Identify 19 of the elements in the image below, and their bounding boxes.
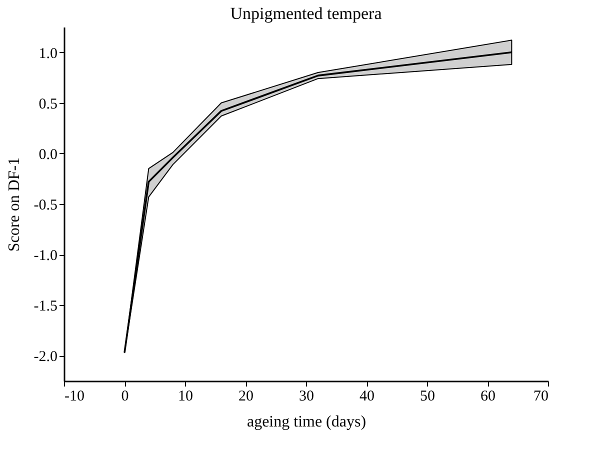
x-axis-title: ageing time (days) bbox=[246, 414, 366, 430]
x-tick-label: 40 bbox=[360, 388, 374, 404]
y-tick-label: -2.0 bbox=[34, 349, 58, 366]
y-tick-label: 1.0 bbox=[38, 46, 58, 62]
chart-title: Unpigmented tempera bbox=[230, 4, 382, 23]
x-tick-label: 0 bbox=[121, 388, 129, 404]
x-tick-label: 30 bbox=[299, 388, 314, 404]
x-tick-label: -10 bbox=[64, 388, 84, 404]
y-tick-label: -1.5 bbox=[34, 298, 58, 315]
x-tick-label: 60 bbox=[480, 388, 496, 404]
y-tick-label: -1.0 bbox=[34, 248, 58, 264]
y-tick-label: 0.0 bbox=[38, 146, 58, 163]
x-tick-label: 50 bbox=[420, 388, 435, 404]
y-axis-title: Score on DF-1 bbox=[6, 157, 23, 252]
x-tick-label: 20 bbox=[238, 388, 254, 404]
y-tick-label: 0.5 bbox=[38, 96, 58, 112]
x-tick-label: 70 bbox=[534, 388, 548, 404]
y-tick-label: -0.5 bbox=[34, 198, 58, 214]
x-tick-label: 10 bbox=[178, 388, 193, 404]
